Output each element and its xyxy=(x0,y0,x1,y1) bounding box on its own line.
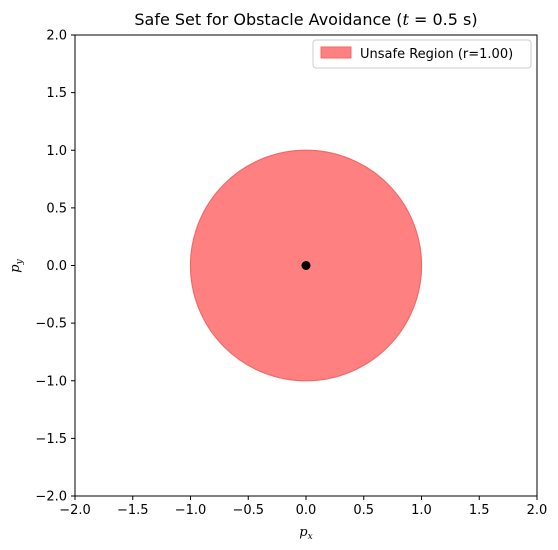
y-tick-label: 2.0 xyxy=(46,29,67,44)
y-axis-label-base: p xyxy=(8,264,23,273)
y-tick-label: −0.5 xyxy=(35,317,67,332)
obstacle-center-point xyxy=(301,261,311,270)
chart-title-variable: t xyxy=(402,10,409,29)
y-tick-label: 1.0 xyxy=(46,144,67,159)
x-axis-ticks: −2.0 −1.5 −1.0 −0.5 0.0 0.5 1.0 1.5 2.0 xyxy=(59,496,547,518)
y-tick-label: −2.0 xyxy=(35,490,67,505)
chart-title-prefix: Safe Set for Obstacle Avoidance ( xyxy=(134,10,402,29)
x-tick-label: −0.5 xyxy=(232,503,264,518)
legend-swatch-unsafe-region xyxy=(320,46,352,59)
y-tick-label: 0.0 xyxy=(46,259,67,274)
x-tick-label: 2.0 xyxy=(527,503,548,518)
y-tick-label: 0.5 xyxy=(46,201,67,216)
legend-box xyxy=(312,39,532,69)
chart-title-suffix: ) xyxy=(471,10,477,29)
chart-title: Safe Set for Obstacle Avoidance (t = 0.5… xyxy=(134,10,477,29)
x-axis-label: px xyxy=(299,525,312,542)
x-tick-label: 0.0 xyxy=(296,503,317,518)
y-tick-label: 1.5 xyxy=(46,86,67,101)
x-tick-label: −1.0 xyxy=(175,503,207,518)
x-axis-label-base: p xyxy=(299,525,308,540)
y-axis-label: py xyxy=(8,258,25,272)
y-axis-ticks: −2.0 −1.5 −1.0 −0.5 0.0 0.5 1.0 1.5 2.0 xyxy=(35,29,75,505)
x-axis-label-subscript: x xyxy=(308,532,313,542)
x-tick-label: −2.0 xyxy=(59,503,91,518)
legend: Unsafe Region (r=1.00) xyxy=(312,39,532,69)
y-axis-label-subscript: y xyxy=(15,258,25,265)
legend-label-unsafe-region: Unsafe Region (r=1.00) xyxy=(360,47,513,62)
y-tick-label: −1.5 xyxy=(35,432,67,447)
y-tick-label: −1.0 xyxy=(35,374,67,389)
x-tick-label: −1.5 xyxy=(117,503,149,518)
chart-title-middle: = 0.5 s xyxy=(409,10,471,29)
x-tick-label: 1.5 xyxy=(469,503,490,518)
x-tick-label: 0.5 xyxy=(353,503,374,518)
x-tick-label: 1.0 xyxy=(411,503,432,518)
plot-area xyxy=(189,149,423,382)
